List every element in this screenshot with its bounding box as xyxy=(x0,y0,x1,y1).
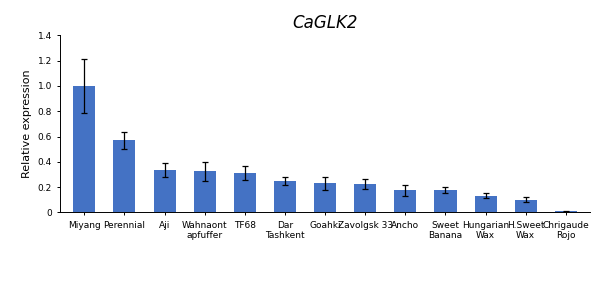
Bar xyxy=(274,181,296,212)
Bar xyxy=(394,190,417,212)
Bar xyxy=(474,196,497,212)
Bar xyxy=(435,190,456,212)
Bar xyxy=(515,200,537,212)
Bar xyxy=(234,173,256,212)
Bar xyxy=(154,170,176,212)
Bar xyxy=(354,184,376,212)
Bar xyxy=(314,183,336,212)
Bar xyxy=(73,86,95,212)
Bar xyxy=(113,140,135,212)
Y-axis label: Relative expression: Relative expression xyxy=(22,70,32,178)
Bar xyxy=(555,211,577,212)
Bar xyxy=(194,171,216,212)
Title: CaGLK2: CaGLK2 xyxy=(293,14,358,32)
